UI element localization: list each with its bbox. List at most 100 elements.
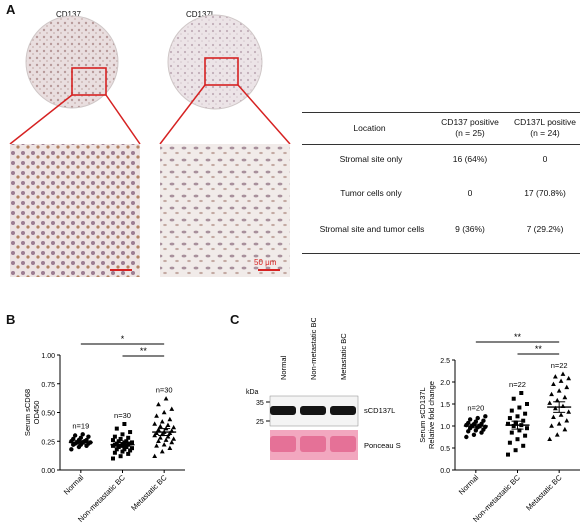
data-point	[467, 417, 473, 422]
cd137-image-title: CD137	[56, 10, 81, 19]
n-label: n=30	[114, 411, 131, 420]
data-point	[549, 423, 554, 428]
y-tick-label: 2.5	[440, 358, 450, 365]
data-point	[120, 449, 125, 454]
data-point	[475, 415, 480, 421]
table-header-cd137l: CD137L positive (n = 24)	[513, 117, 577, 138]
band-label: sCD137L	[364, 406, 395, 415]
data-point	[511, 424, 516, 428]
sCD137L-scatter-plot: 0.0 0.5 1.0 1.5 2.0 2.5 Serum sCD137L Relative …	[418, 332, 580, 524]
y-axis-label: Serum sCD137L	[418, 387, 427, 442]
data-point	[564, 384, 570, 390]
blot-band	[330, 406, 356, 415]
panel-b-label: B	[6, 312, 16, 327]
data-point	[116, 439, 121, 444]
data-point	[126, 451, 131, 456]
data-point	[551, 414, 556, 419]
data-point	[556, 421, 562, 426]
data-point	[466, 420, 471, 426]
data-point	[558, 378, 564, 383]
data-point	[517, 405, 522, 410]
data-point	[506, 421, 510, 426]
y-tick-label: 0.5	[440, 446, 450, 453]
data-point	[167, 445, 173, 450]
n-label: n=30	[156, 386, 173, 395]
data-point	[513, 420, 518, 425]
x-tick-label: Metastatic BC	[129, 473, 169, 513]
y-tick-label: 0.25	[41, 439, 55, 446]
data-point	[112, 450, 117, 455]
data-point	[69, 447, 74, 452]
data-point	[509, 408, 514, 413]
data-point	[159, 449, 165, 454]
data-point	[114, 447, 119, 452]
data-point	[161, 442, 167, 447]
data-point	[114, 441, 119, 446]
blot-lane-label: Non-metastatic BC	[309, 318, 318, 380]
data-point	[130, 446, 134, 451]
data-point	[515, 437, 520, 442]
band-label: Ponceau S	[364, 441, 401, 450]
data-point	[509, 430, 514, 435]
data-point	[161, 409, 167, 415]
data-point	[157, 423, 163, 429]
data-point	[552, 374, 558, 379]
data-point	[152, 453, 158, 458]
data-point	[521, 443, 526, 448]
y-axis-label: Relative fold change	[427, 381, 436, 449]
x-tick-label: Normal	[457, 473, 481, 497]
data-point	[111, 438, 115, 443]
scale-bar-label: 50 μm	[254, 258, 277, 267]
significance-mark: **	[514, 332, 522, 342]
table-row-label: Stromal site only	[339, 154, 403, 164]
y-tick-label: 1.5	[440, 402, 450, 409]
table-cell: 17 (70.8%)	[524, 188, 566, 198]
data-point	[507, 440, 512, 445]
data-point	[566, 375, 572, 381]
data-point	[171, 436, 177, 441]
data-point	[112, 434, 117, 439]
sCD68-scatter-plot: 0.00 0.25 0.50 0.75 1.00 Serum sCD68 OD450 Norm…	[23, 334, 185, 524]
data-point	[562, 394, 568, 400]
data-point	[506, 452, 510, 457]
data-point	[511, 396, 516, 401]
data-point	[152, 421, 158, 426]
data-point	[71, 436, 76, 442]
data-point	[114, 426, 119, 431]
table-header-cd137: CD137 positive (n = 25)	[441, 117, 499, 138]
data-point	[554, 397, 560, 403]
ponceau-band	[330, 436, 356, 452]
data-point	[122, 422, 127, 426]
marker-label: 35	[256, 400, 264, 407]
marker-label: 25	[256, 419, 264, 426]
n-label: n=20	[467, 403, 484, 412]
data-point	[481, 418, 486, 423]
data-point	[78, 435, 84, 440]
data-point	[152, 432, 158, 438]
table-cell: 0	[542, 154, 548, 164]
data-point	[551, 381, 556, 386]
data-point	[130, 440, 134, 445]
significance-mark: *	[121, 334, 125, 344]
data-point	[165, 434, 171, 439]
data-point	[556, 388, 562, 393]
table-cell: 7 (29.2%)	[526, 224, 564, 234]
y-tick-label: 1.0	[440, 424, 450, 431]
data-point	[163, 437, 169, 442]
data-point	[111, 456, 115, 461]
data-point	[128, 430, 133, 435]
data-point	[167, 416, 173, 422]
table-cell: 9 (36%)	[455, 224, 485, 234]
data-point	[549, 391, 554, 397]
stain-location-table: Location CD137 positive (n = 25) CD137L …	[302, 112, 580, 280]
data-point	[523, 433, 528, 438]
y-tick-label: 0.00	[41, 468, 55, 475]
data-point	[483, 414, 488, 419]
data-point	[154, 413, 159, 418]
data-point	[552, 405, 558, 411]
y-axis-label: OD450	[32, 401, 41, 425]
data-point	[126, 435, 131, 440]
table-header-location: Location	[353, 123, 386, 133]
table-row-label: Stromal site and tumor cells	[319, 224, 425, 234]
data-point	[169, 406, 175, 411]
